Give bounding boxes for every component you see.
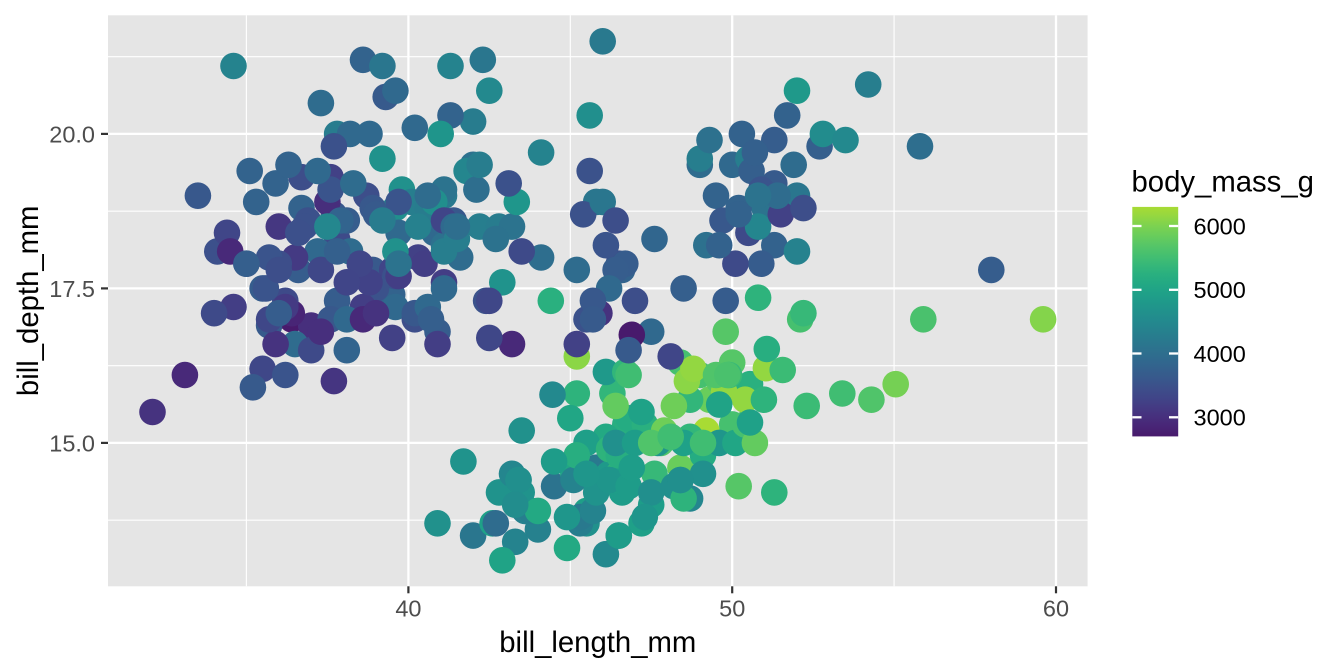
svg-text:60: 60 [1043, 596, 1069, 622]
svg-text:5000: 5000 [1194, 277, 1246, 303]
svg-text:3000: 3000 [1194, 405, 1246, 431]
svg-text:bill_depth_mm: bill_depth_mm [12, 206, 45, 397]
svg-text:17.5: 17.5 [49, 276, 95, 302]
svg-text:20.0: 20.0 [49, 121, 95, 147]
svg-text:body_mass_g: body_mass_g [1132, 166, 1314, 199]
svg-text:4000: 4000 [1194, 341, 1246, 367]
svg-text:40: 40 [395, 596, 421, 622]
svg-text:15.0: 15.0 [49, 430, 95, 456]
svg-text:bill_length_mm: bill_length_mm [499, 626, 696, 659]
svg-text:50: 50 [719, 596, 745, 622]
svg-text:6000: 6000 [1194, 213, 1246, 239]
